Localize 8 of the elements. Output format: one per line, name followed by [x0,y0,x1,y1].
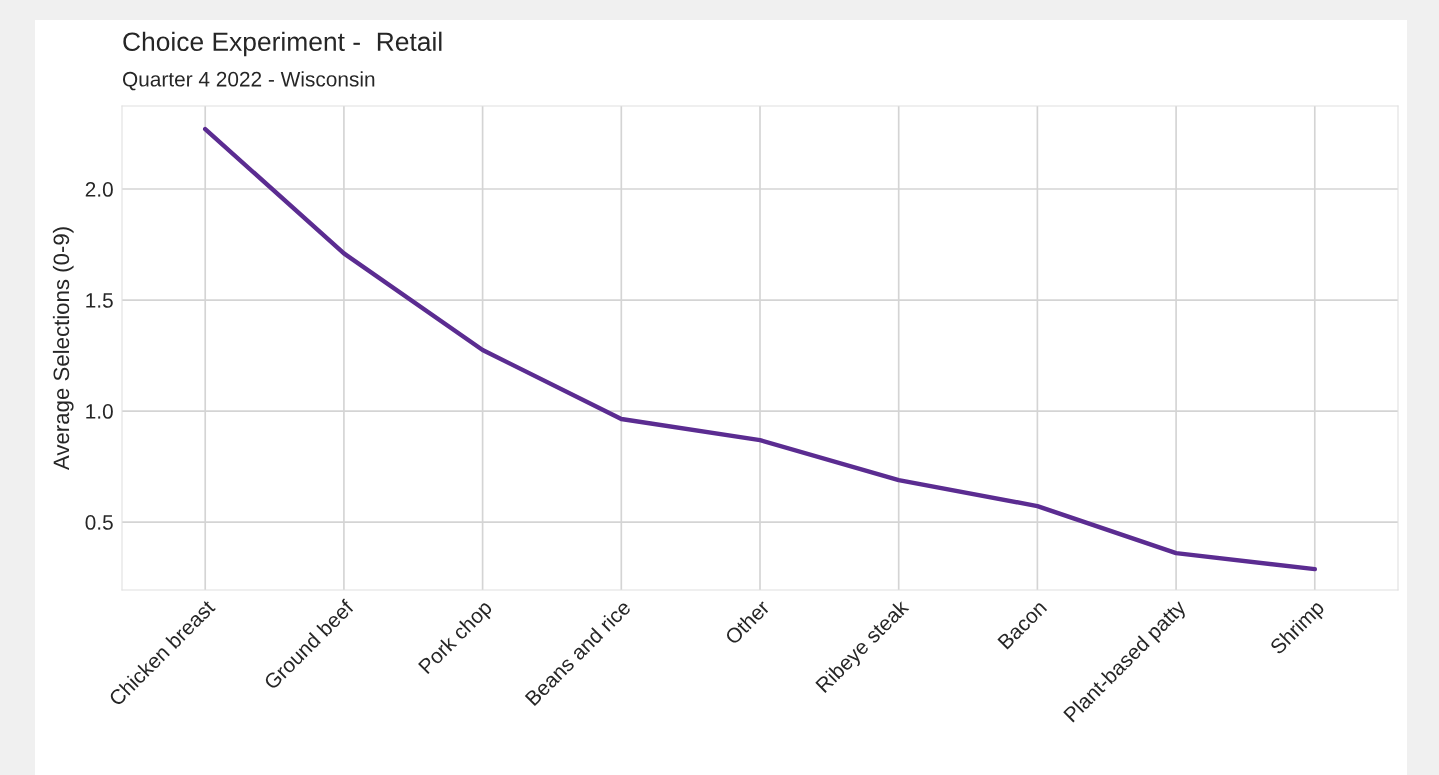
chart-subtitle: Quarter 4 2022 - Wisconsin [122,71,375,91]
y-tick-label: 1.0 [86,404,113,419]
y-tick-label: 1.5 [86,293,113,308]
line-series [203,126,1317,572]
y-tick-label: 0.5 [85,515,113,530]
chart-title: Choice Experiment - Retail [123,31,442,57]
y-tick-label: 2.0 [85,182,113,197]
y-axis-title: Average Selections (0-9) [52,227,74,471]
